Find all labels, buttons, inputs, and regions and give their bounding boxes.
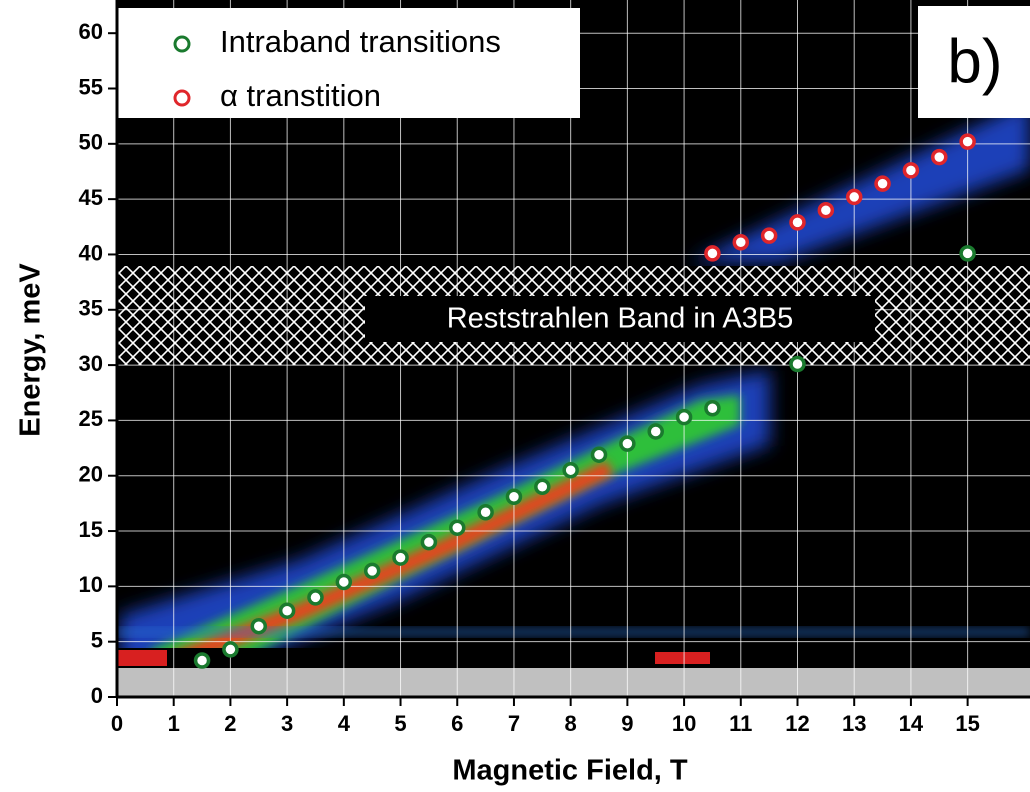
x-tick-label: 0	[111, 711, 123, 736]
point	[817, 201, 835, 219]
point	[222, 641, 239, 658]
legend-label: Intraband transitions	[220, 24, 501, 59]
point	[250, 617, 268, 635]
point	[789, 355, 806, 373]
legend	[117, 8, 580, 118]
y-tick-label: 35	[79, 296, 103, 321]
point	[845, 188, 863, 206]
x-tick-label: 13	[842, 711, 866, 736]
point	[704, 245, 721, 262]
x-tick-label: 8	[565, 711, 577, 736]
point	[534, 478, 551, 496]
y-tick-label: 25	[79, 406, 103, 431]
y-tick-label: 20	[79, 462, 103, 487]
point	[363, 562, 381, 580]
point	[477, 503, 494, 521]
point	[760, 227, 778, 244]
x-tick-label: 14	[899, 711, 924, 736]
point	[675, 408, 693, 426]
point	[647, 423, 664, 440]
point	[902, 162, 920, 179]
y-tick-label: 15	[79, 517, 103, 542]
point	[335, 573, 353, 591]
x-tick-label: 7	[508, 711, 520, 736]
x-tick-label: 10	[672, 711, 696, 736]
point	[420, 533, 438, 551]
y-tick-label: 40	[79, 240, 103, 265]
point	[307, 589, 324, 606]
x-axis-title: Magnetic Field, T	[452, 755, 688, 787]
y-tick-label: 0	[91, 683, 103, 708]
x-tick-label: 9	[621, 711, 633, 736]
point	[278, 602, 296, 619]
point	[448, 519, 466, 536]
annotation-box	[365, 296, 875, 342]
x-tick-label: 3	[281, 711, 293, 736]
x-tick-label: 6	[451, 711, 463, 736]
y-tick-label: 5	[91, 627, 103, 652]
y-tick-label: 30	[79, 351, 103, 376]
legend-marker	[173, 35, 191, 53]
x-tick-label: 2	[224, 711, 236, 736]
point	[959, 245, 976, 262]
point	[874, 175, 891, 192]
point	[193, 652, 211, 669]
point	[590, 446, 608, 463]
points	[193, 133, 976, 669]
point	[619, 435, 636, 452]
y-tick-label: 60	[79, 19, 103, 44]
x-tick-label: 5	[394, 711, 406, 736]
point	[789, 214, 806, 231]
x-tick-label: 12	[785, 711, 809, 736]
x-tick-label: 15	[955, 711, 979, 736]
point	[704, 399, 721, 417]
point	[732, 234, 750, 251]
legend-marker	[173, 89, 191, 107]
point	[931, 148, 948, 166]
annotation: Reststrahlen Band in A3B5	[447, 303, 794, 335]
y-tick-label: 10	[79, 572, 103, 597]
point	[505, 488, 523, 506]
point	[392, 549, 409, 566]
x-tick-label: 1	[168, 711, 180, 736]
y-tick-label: 55	[79, 74, 103, 99]
point	[959, 133, 976, 150]
panel-label: b)	[947, 27, 1002, 96]
panel-label-box	[918, 6, 1030, 118]
point	[562, 461, 579, 479]
x-tick-label: 11	[729, 711, 752, 736]
y-axis-title: Energy, meV	[15, 263, 47, 437]
y-tick-label: 50	[79, 130, 103, 155]
x-tick-label: 4	[338, 711, 351, 736]
y-tick-label: 45	[79, 185, 103, 210]
legend-label: α transtition	[220, 78, 381, 113]
